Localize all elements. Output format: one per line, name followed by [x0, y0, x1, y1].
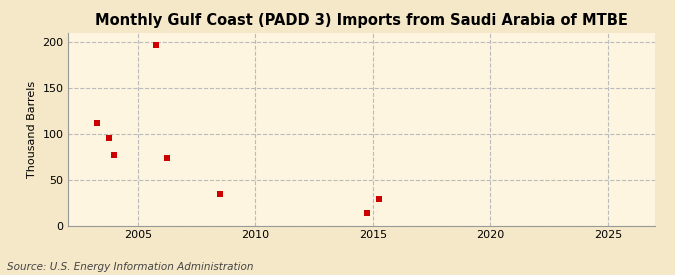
- Point: [151, 43, 161, 47]
- Title: Monthly Gulf Coast (PADD 3) Imports from Saudi Arabia of MTBE: Monthly Gulf Coast (PADD 3) Imports from…: [95, 13, 628, 28]
- Y-axis label: Thousand Barrels: Thousand Barrels: [26, 81, 36, 178]
- Point: [103, 136, 114, 141]
- Point: [215, 192, 225, 197]
- Text: Source: U.S. Energy Information Administration: Source: U.S. Energy Information Administ…: [7, 262, 253, 272]
- Point: [109, 153, 120, 157]
- Point: [362, 210, 373, 215]
- Point: [162, 155, 173, 160]
- Point: [92, 121, 103, 125]
- Point: [373, 197, 384, 201]
